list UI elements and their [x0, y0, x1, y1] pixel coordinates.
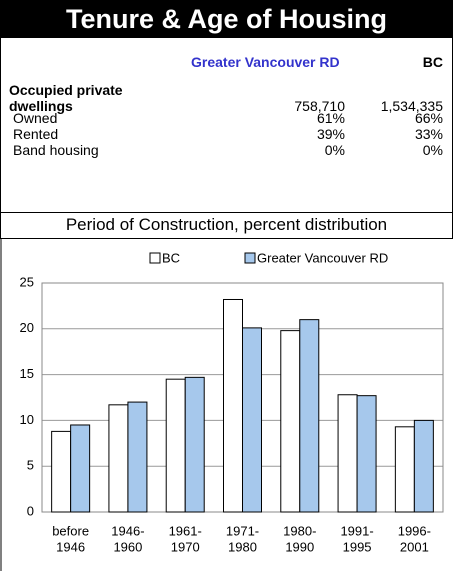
y-tick-label: 10: [20, 412, 34, 427]
table-value: 758,710: [294, 98, 345, 114]
bar: [165, 378, 186, 513]
x-tick-label: 1971-: [226, 523, 259, 538]
legend-swatch: [149, 252, 161, 264]
x-tick-label: before: [52, 523, 89, 538]
summary-table: Greater Vancouver RD BC Occupied private…: [0, 38, 453, 213]
row-label: Rented: [13, 126, 59, 142]
bar: [337, 394, 358, 513]
legend-label: Greater Vancouver RD: [257, 250, 388, 265]
table-value: 1,534,335: [380, 98, 443, 114]
chart-title: Period of Construction, percent distribu…: [0, 212, 453, 239]
x-tick-label: 1960: [113, 539, 142, 554]
bar: [413, 419, 434, 513]
legend-label: BC: [162, 250, 180, 265]
y-tick-label: 15: [20, 366, 34, 381]
bar: [299, 319, 320, 513]
x-tick-label: 1946: [56, 539, 85, 554]
x-tick-label: 1995: [343, 539, 372, 554]
column-header: BC: [422, 54, 443, 70]
bar: [184, 376, 205, 513]
x-tick-label: 1980: [228, 539, 257, 554]
table-row: Rented 39% 33%: [1, 126, 452, 142]
y-tick-label: 20: [20, 320, 34, 335]
table-row: Owned 61% 66%: [1, 110, 452, 126]
table-value: 0%: [422, 142, 443, 158]
table-row: Band housing 0% 0%: [1, 142, 452, 158]
bar: [356, 395, 377, 513]
table-value: 33%: [414, 126, 443, 142]
table-value: 61%: [316, 110, 345, 126]
column-header: Greater Vancouver RD: [191, 54, 340, 70]
bar: [51, 430, 72, 513]
row-label: Occupied private dwellings: [9, 82, 123, 114]
table-value: 66%: [414, 110, 443, 126]
y-tick-label: 25: [20, 274, 34, 289]
table-value: 0%: [324, 142, 345, 158]
x-tick-label: 1980-: [283, 523, 316, 538]
bar: [394, 426, 415, 513]
bar: [242, 327, 262, 513]
bar: [223, 298, 243, 513]
x-tick-label: 1996-: [398, 523, 431, 538]
bar: [280, 330, 301, 513]
bar: [127, 401, 148, 513]
table-value: 39%: [316, 126, 345, 142]
x-tick-label: 1946-: [111, 523, 144, 538]
x-tick-label: 1991-: [340, 523, 373, 538]
page-title: Tenure & Age of Housing: [0, 0, 453, 38]
row-label: Owned: [13, 110, 58, 126]
x-tick-label: 1990: [285, 539, 314, 554]
legend-swatch: [244, 252, 256, 264]
bar: [108, 404, 129, 513]
y-tick-label: 0: [27, 503, 34, 518]
y-tick-label: 5: [27, 458, 34, 473]
table-row: Occupied private dwellings 758,710 1,534,3…: [1, 82, 452, 114]
bar: [70, 424, 91, 513]
x-tick-label: 2001: [400, 539, 429, 554]
row-label: Band housing: [13, 142, 99, 158]
x-tick-label: 1961-: [169, 523, 202, 538]
x-tick-label: 1970: [171, 539, 200, 554]
